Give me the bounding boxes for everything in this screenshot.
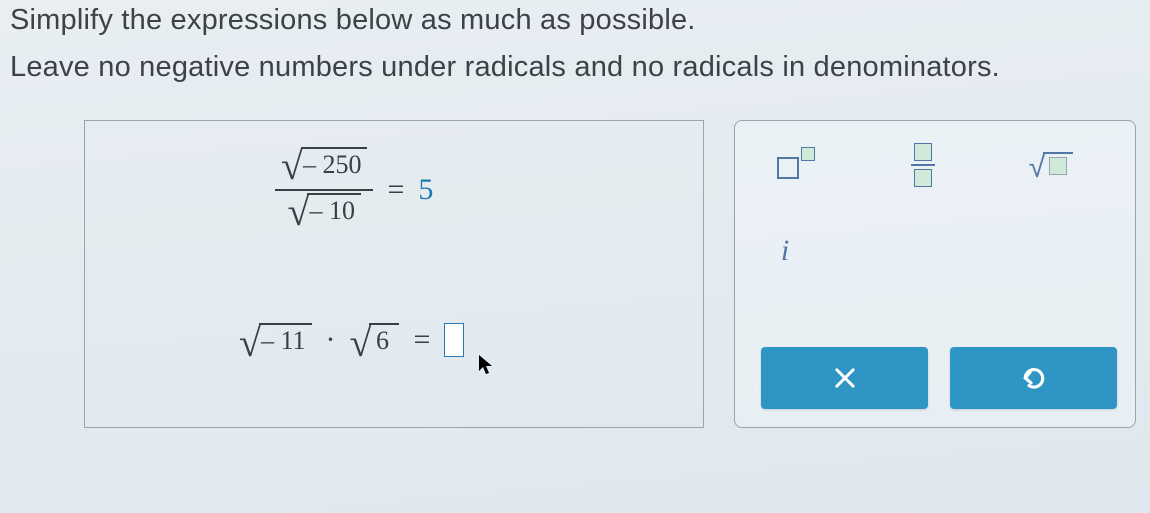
- radicand: – 250: [301, 147, 368, 180]
- palette-row-2: i: [753, 225, 1117, 277]
- palette-exponent-button[interactable]: [761, 139, 829, 191]
- fraction: √ – 250 √ – 10: [275, 145, 373, 235]
- palette-fraction-button[interactable]: [889, 139, 957, 191]
- radicand: 6: [369, 323, 399, 356]
- exponent-icon: [775, 147, 815, 183]
- answer-input-2[interactable]: [444, 323, 464, 357]
- palette-radical-button[interactable]: √: [1017, 139, 1085, 191]
- surd-sign: √: [239, 329, 261, 357]
- radical-icon: √ – 10: [288, 193, 361, 226]
- expression-2: √ – 11 · √ 6 =: [239, 323, 464, 357]
- numerator-box: [914, 143, 932, 161]
- base-box: [777, 157, 799, 179]
- undo-icon: [1019, 363, 1049, 393]
- radicand: – 10: [307, 193, 361, 226]
- denominator-box: [914, 169, 932, 187]
- instruction-line-2: Leave no negative numbers under radicals…: [10, 51, 1140, 84]
- equals-sign: =: [413, 323, 430, 357]
- surd-sign: √: [288, 198, 310, 226]
- numerator: √ – 250: [275, 145, 373, 189]
- fraction-icon: [911, 143, 935, 187]
- palette-row-1: √: [753, 139, 1117, 191]
- palette-actions: [753, 347, 1117, 409]
- palette-tools: √ i: [753, 139, 1117, 277]
- palette-i-button[interactable]: i: [761, 225, 809, 277]
- radical-icon: √: [1029, 152, 1073, 178]
- radical-icon: √ – 11: [239, 323, 312, 356]
- answer-value-1[interactable]: 5: [418, 173, 433, 207]
- expression-1: √ – 250 √ – 10 = 5: [275, 145, 433, 235]
- palette-box: √ i: [734, 120, 1136, 428]
- superscript-box: [801, 147, 815, 161]
- radical-icon: √ – 250: [281, 147, 367, 180]
- work-row: √ – 250 √ – 10 = 5 √ – 11: [0, 84, 1150, 428]
- instructions-block: Simplify the expressions below as much a…: [0, 0, 1150, 84]
- cursor-icon: [477, 353, 497, 383]
- answer-box[interactable]: √ – 250 √ – 10 = 5 √ – 11: [84, 120, 704, 428]
- bar: [911, 164, 935, 166]
- radicand: – 11: [259, 323, 312, 356]
- radicand-box: [1043, 152, 1073, 178]
- undo-button[interactable]: [950, 347, 1117, 409]
- equals-sign: =: [387, 173, 404, 207]
- instruction-line-1: Simplify the expressions below as much a…: [10, 4, 1140, 37]
- denominator: √ – 10: [282, 191, 367, 235]
- radical-icon: √ 6: [350, 323, 400, 356]
- surd-sign: √: [281, 152, 303, 180]
- imaginary-i-icon: i: [781, 234, 789, 268]
- dot-operator: ·: [326, 323, 336, 357]
- clear-button[interactable]: [761, 347, 928, 409]
- close-icon: [831, 364, 859, 392]
- surd-sign: √: [350, 329, 372, 357]
